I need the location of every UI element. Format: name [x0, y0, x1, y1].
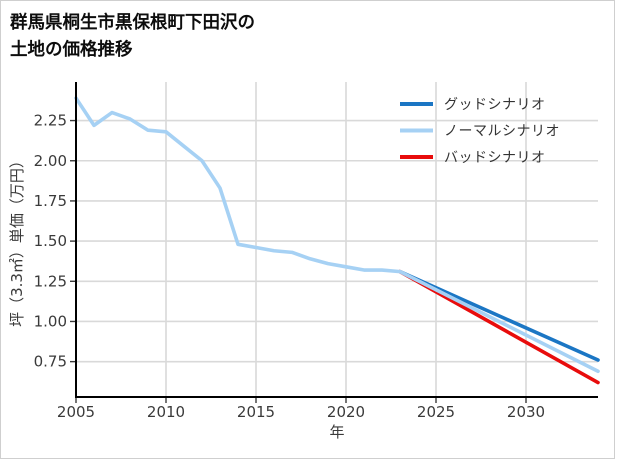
- y-tick-label: 2.00: [34, 152, 67, 170]
- legend-label-normal: ノーマルシナリオ: [444, 124, 560, 140]
- series-lines: [74, 96, 600, 385]
- x-axis-label: 年: [329, 423, 344, 441]
- x-tick-label: 2020: [327, 403, 365, 421]
- page-title-line2: 土地の価格推移: [10, 39, 133, 59]
- tick-labels: 2005 2010 2015 2020 2025 2030 2.25 2.00 1.75 1.50…: [34, 112, 546, 421]
- legend-label-bad: バッドシナリオ: [444, 150, 546, 166]
- y-tick-label: 1.75: [34, 192, 67, 210]
- tick-marks: [70, 119, 527, 403]
- y-tick-label: 1.25: [34, 272, 67, 290]
- legend-item-bad: バッドシナリオ: [400, 150, 546, 166]
- legend-item-good: グッドシナリオ: [400, 97, 546, 113]
- x-tick-label: 2015: [237, 403, 275, 421]
- x-tick-label: 2025: [417, 403, 455, 421]
- legend-item-normal: ノーマルシナリオ: [400, 124, 560, 140]
- axes: [75, 82, 598, 398]
- y-tick-label: 0.75: [34, 353, 67, 371]
- gridlines: [75, 82, 598, 397]
- y-tick-label: 1.00: [34, 312, 67, 330]
- page-title-line1: 群馬県桐生市黒保根町下田沢の: [10, 12, 255, 32]
- chart-card: [0, 0, 615, 459]
- x-tick-label: 2010: [147, 403, 185, 421]
- legend-label-good: グッドシナリオ: [444, 97, 546, 113]
- y-tick-label: 2.25: [34, 112, 67, 130]
- page-title: 群馬県桐生市黒保根町下田沢の 土地の価格推移: [10, 9, 255, 63]
- x-tick-label: 2005: [57, 403, 95, 421]
- y-tick-label: 1.50: [34, 232, 67, 250]
- y-axis-label: 坪（3.3㎡）単価（万円）: [8, 153, 26, 327]
- x-tick-label: 2030: [507, 403, 545, 421]
- series-line-normal: [74, 96, 600, 374]
